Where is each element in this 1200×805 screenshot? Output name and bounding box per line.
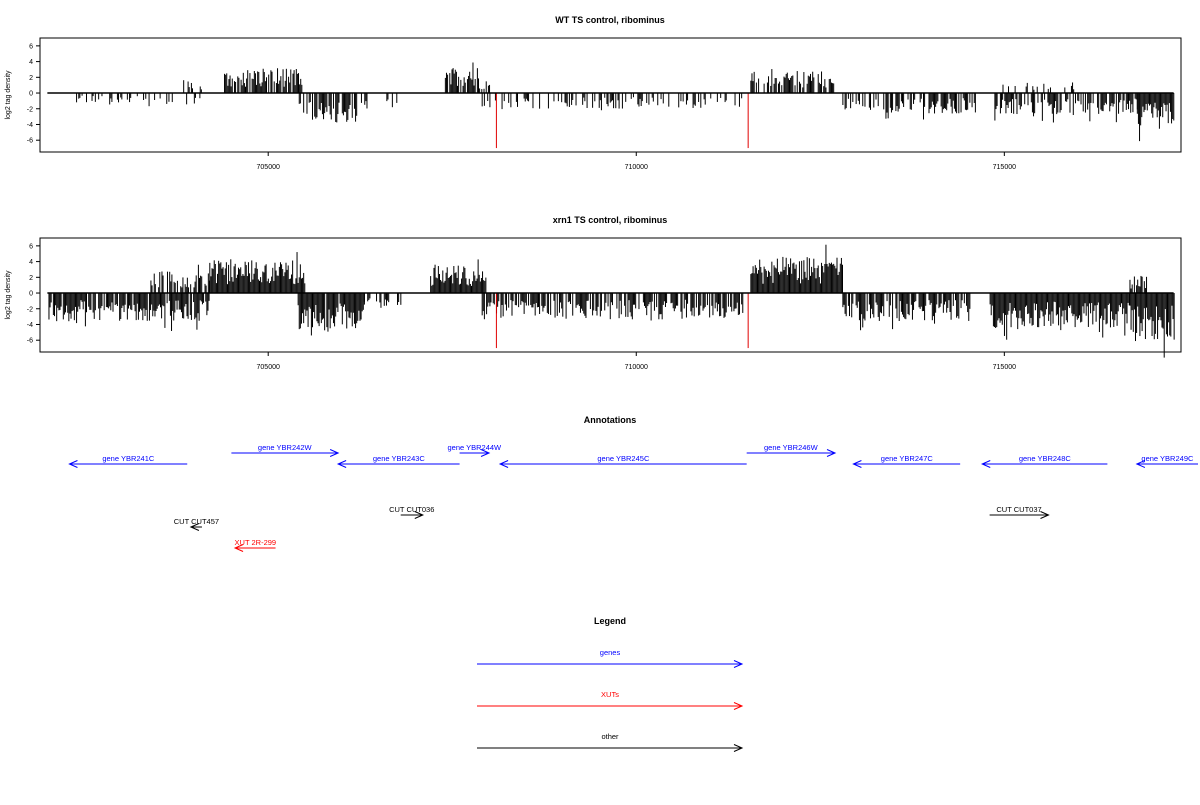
feature-arrow: XUT 2R-299 [233, 538, 277, 552]
feature-arrowhead [826, 449, 837, 457]
y-tick-label: 4 [29, 59, 33, 66]
feature-label: gene YBR244W [447, 443, 502, 452]
y-tick-label: -6 [27, 338, 33, 345]
feature-arrow: gene YBR244W [447, 443, 502, 457]
coverage-bars [48, 244, 1175, 358]
y-tick-label: 0 [29, 91, 33, 98]
feature-arrow: gene YBR247C [852, 454, 961, 468]
panel-title: xrn1 TS control, ribominus [553, 215, 668, 225]
legend-item: genes [477, 648, 744, 668]
feature-arrowhead [980, 460, 991, 468]
legend-arrowhead [733, 744, 744, 752]
legend-label: genes [600, 648, 621, 657]
legend-items: genes XUTs other [477, 648, 744, 752]
x-axis: 705000 710000 715000 [257, 352, 1016, 371]
y-tick-label: 2 [29, 275, 33, 282]
legend-label: other [601, 732, 619, 741]
feature-arrowhead [498, 460, 509, 468]
feature-arrow: gene YBR241C [68, 454, 188, 468]
x-tick-label: 715000 [993, 364, 1016, 371]
y-tick-label: 4 [29, 259, 33, 266]
feature-arrow: gene YBR242W [231, 443, 340, 457]
feature-arrowhead [1040, 511, 1050, 519]
feature-arrowhead [233, 544, 244, 552]
y-tick-label: 6 [29, 43, 33, 50]
feature-arrow: gene YBR248C [980, 454, 1108, 468]
marker-lines [495, 293, 749, 349]
y-tick-label: -4 [27, 322, 33, 329]
y-axis-label: log2 tag density [5, 270, 12, 320]
legend: Legend genes XUTs other [477, 616, 744, 752]
x-tick-label: 705000 [257, 364, 280, 371]
feature-label: CUT CUT037 [996, 505, 1041, 514]
feature-arrowhead [1135, 460, 1146, 468]
feature-arrow: gene YBR245C [498, 454, 747, 468]
feature-label: XUT 2R-299 [235, 538, 277, 547]
feature-arrowhead [68, 460, 78, 468]
feature-arrow: CUT CUT036 [389, 505, 434, 519]
panel-title: WT TS control, ribominus [555, 15, 665, 25]
legend-item: XUTs [477, 690, 744, 710]
y-tick-label: -2 [27, 306, 33, 313]
feature-arrowhead [329, 449, 340, 457]
y-tick-label: 0 [29, 291, 33, 298]
annotations-title: Annotations [584, 415, 637, 425]
y-tick-label: -4 [27, 122, 33, 129]
feature-label: gene YBR241C [102, 454, 155, 463]
feature-label: gene YBR243C [373, 454, 426, 463]
feature-arrow: gene YBR249C [1135, 454, 1198, 468]
feature-arrows: gene YBR241C gene YBR242W gene YBR243C gene… [68, 443, 1198, 552]
feature-label: gene YBR248C [1019, 454, 1072, 463]
feature-label: gene YBR245C [597, 454, 650, 463]
y-tick-label: -6 [27, 138, 33, 145]
legend-item: other [477, 732, 744, 752]
x-axis: 705000 710000 715000 [257, 152, 1016, 171]
legend-arrowhead [733, 660, 744, 668]
feature-arrow: gene YBR246W [746, 443, 837, 457]
feature-label: gene YBR249C [1141, 454, 1194, 463]
feature-arrow: CUT CUT037 [989, 505, 1050, 519]
feature-arrowhead [189, 523, 200, 531]
panel-frame [39, 37, 1182, 153]
feature-arrowhead [414, 511, 425, 519]
x-tick-label: 705000 [257, 164, 280, 171]
panel-frame [39, 237, 1182, 353]
feature-label: CUT CUT457 [174, 517, 219, 526]
feature-arrowhead [852, 460, 862, 468]
feature-arrowhead [336, 460, 347, 468]
feature-arrowhead [480, 449, 491, 457]
legend-title: Legend [594, 616, 626, 626]
legend-arrowhead [733, 702, 744, 710]
marker-lines [495, 93, 749, 149]
coverage-bars [76, 62, 1175, 142]
x-tick-label: 710000 [625, 364, 648, 371]
wt-coverage-panel: WT TS control, ribominus log2 tag densit… [5, 15, 1182, 171]
y-tick-label: 2 [29, 75, 33, 82]
feature-arrow: CUT CUT457 [174, 517, 219, 531]
y-axis: 6 4 2 0 -2 -4 -6 [27, 243, 40, 345]
y-tick-label: 6 [29, 243, 33, 250]
x-tick-label: 715000 [993, 164, 1016, 171]
feature-arrow: gene YBR243C [336, 454, 460, 468]
x-tick-label: 710000 [625, 164, 648, 171]
y-axis-label: log2 tag density [5, 70, 12, 120]
y-axis: 6 4 2 0 -2 -4 -6 [27, 43, 40, 145]
feature-label: CUT CUT036 [389, 505, 434, 514]
xrn1-coverage-panel: xrn1 TS control, ribominus log2 tag dens… [5, 215, 1182, 371]
feature-label: gene YBR246W [764, 443, 819, 452]
feature-label: gene YBR247C [881, 454, 934, 463]
y-tick-label: -2 [27, 106, 33, 113]
feature-label: gene YBR242W [258, 443, 313, 452]
legend-label: XUTs [601, 690, 619, 699]
